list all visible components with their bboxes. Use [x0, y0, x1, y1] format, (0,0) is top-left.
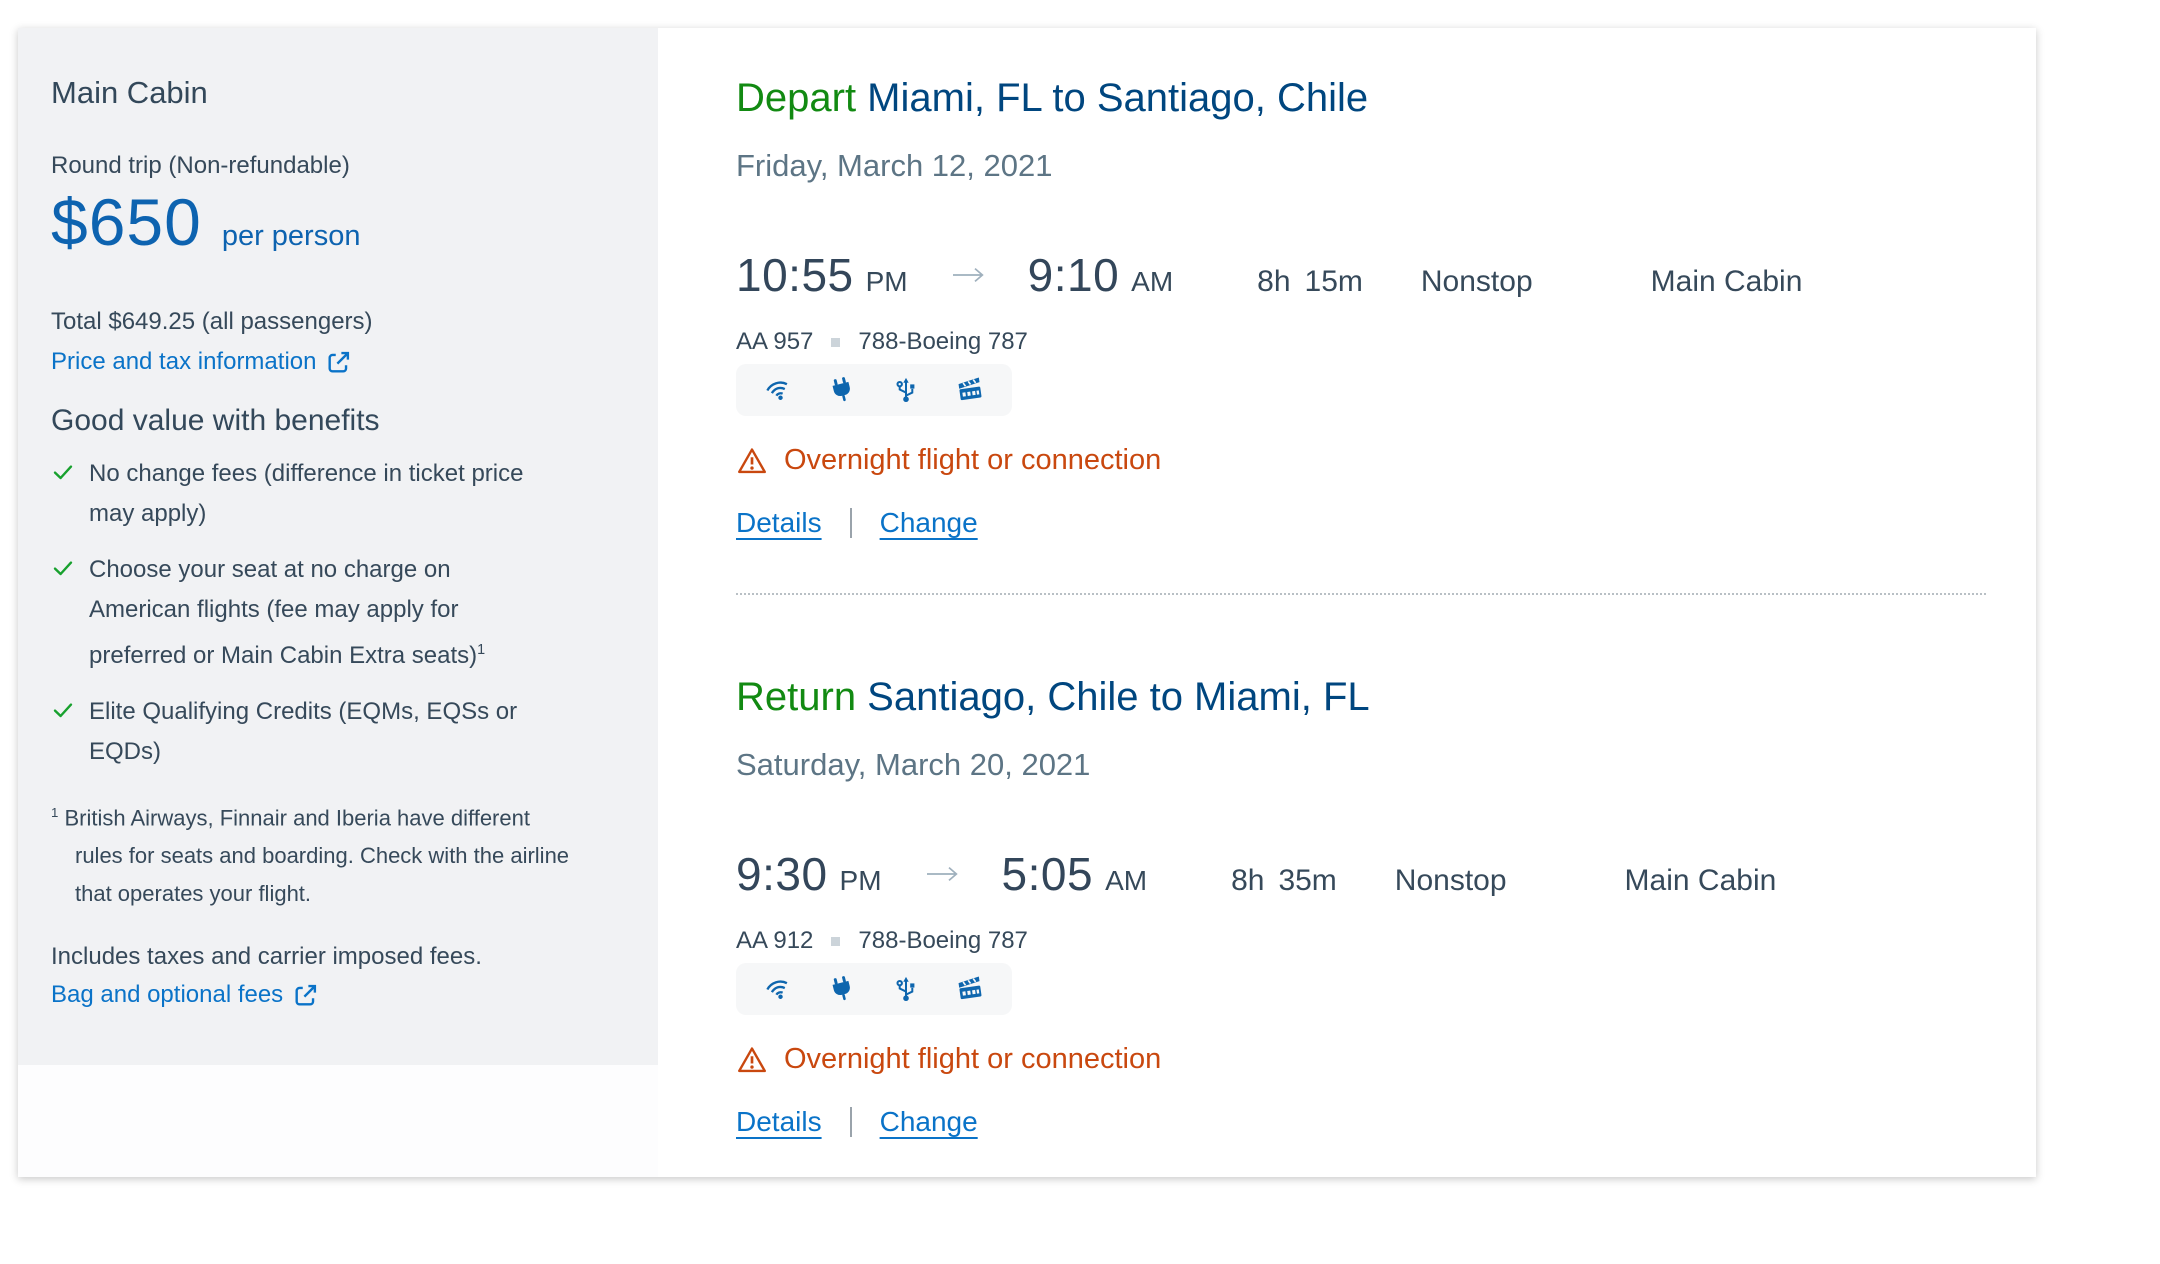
- cabin-label: Main Cabin: [1624, 864, 1777, 897]
- benefit-line: Choose your seat at no charge on: [89, 556, 451, 583]
- depart-time: 10:55: [736, 249, 854, 301]
- flight-number: AA 957: [736, 328, 814, 355]
- segment-date: Friday, March 12, 2021: [736, 148, 1053, 183]
- flight-info-row: AA 957 788-Boeing 787: [736, 328, 1986, 356]
- external-link-icon: [328, 351, 350, 373]
- cabin-label: Main Cabin: [1650, 265, 1803, 298]
- airline-footnote: 1 British Airways, Finnair and Iberia ha…: [51, 805, 570, 907]
- stops-label: Nonstop: [1394, 864, 1507, 897]
- usb-icon: [896, 376, 916, 404]
- price-row: $650 per person: [51, 182, 616, 262]
- itinerary-panel: Depart Miami, FL to Santiago, Chile Frid…: [658, 28, 2036, 1177]
- price-suffix: per person: [221, 220, 361, 252]
- benefit-item: No change fees (difference in ticket pri…: [51, 454, 616, 534]
- benefits-title: Good value with benefits: [51, 404, 380, 437]
- segment-route: Miami, FL to Santiago, Chile: [856, 76, 1369, 120]
- amenities-bar: [736, 963, 1012, 1015]
- warning-text: Overnight flight or connection: [784, 444, 1162, 476]
- change-link[interactable]: Change: [879, 1106, 978, 1137]
- segment-direction: Depart: [736, 76, 857, 120]
- bag-fees-link[interactable]: Bag and optional fees: [51, 981, 319, 1009]
- benefit-text: Choose your seat at no charge on America…: [89, 550, 485, 676]
- change-link[interactable]: Change: [879, 507, 978, 538]
- usb-icon: [896, 975, 916, 1003]
- flight-actions: Details Change: [736, 1106, 1986, 1138]
- flight-times-row: 10:55 PM 9:10 AM 8h 15m Nonstop Main Cab…: [736, 248, 1986, 302]
- check-icon: [51, 550, 89, 676]
- benefit-line: No change fees (difference in ticket pri…: [89, 460, 524, 487]
- segment-date: Saturday, March 20, 2021: [736, 747, 1091, 782]
- external-link-icon: [295, 985, 317, 1006]
- amenities-bar: [736, 364, 1012, 416]
- entertainment-icon: [957, 975, 983, 1001]
- arrow-right-icon: [950, 265, 986, 285]
- warning-text: Overnight flight or connection: [784, 1043, 1162, 1075]
- warning-icon: [737, 1046, 767, 1072]
- arrive-period: AM: [1131, 266, 1174, 297]
- segment-title: Return Santiago, Chile to Miami, FL: [736, 673, 1986, 721]
- arrive-time: 5:05: [1001, 848, 1094, 900]
- depart-period: PM: [839, 865, 882, 896]
- overnight-warning: Overnight flight or connection: [736, 1043, 1986, 1076]
- benefit-line: preferred or Main Cabin Extra seats)1: [89, 642, 486, 669]
- depart-period: PM: [865, 266, 908, 297]
- total-price-label: Total $649.25 (all passengers): [51, 308, 373, 335]
- benefit-item: Choose your seat at no charge on America…: [51, 550, 616, 676]
- bag-fees-link-label: Bag and optional fees: [51, 981, 284, 1009]
- fare-summary-card: Main Cabin Round trip (Non-refundable) $…: [18, 28, 2036, 1177]
- price-per-person: $650: [51, 185, 202, 259]
- flight-duration: 8h 35m: [1231, 864, 1337, 897]
- link-divider: [849, 1107, 852, 1137]
- separator-square: [831, 337, 841, 347]
- flight-number: AA 912: [736, 927, 814, 954]
- entertainment-icon: [957, 376, 983, 402]
- footnote-marker: 1: [51, 805, 59, 820]
- benefit-line: American flights (fee may apply for: [89, 596, 459, 623]
- details-link[interactable]: Details: [736, 1106, 822, 1137]
- stops-label: Nonstop: [1420, 265, 1533, 298]
- benefit-line: EQDs): [89, 738, 161, 765]
- benefit-item: Elite Qualifying Credits (EQMs, EQSs or …: [51, 692, 616, 772]
- segment-title: Depart Miami, FL to Santiago, Chile: [736, 74, 1986, 122]
- details-link[interactable]: Details: [736, 507, 822, 538]
- segment-divider: [736, 593, 1986, 595]
- return-section: Return Santiago, Chile to Miami, FL Satu…: [736, 673, 1986, 1138]
- segment-direction: Return: [736, 675, 857, 719]
- arrive-time: 9:10: [1027, 249, 1120, 301]
- flight-times-row: 9:30 PM 5:05 AM 8h 35m Nonstop Main Cabi…: [736, 847, 1986, 901]
- segment-route: Santiago, Chile to Miami, FL: [856, 675, 1370, 719]
- arrow-right-icon: [924, 864, 960, 884]
- flight-info-row: AA 912 788-Boeing 787: [736, 927, 1986, 955]
- aircraft-type: 788-Boeing 787: [858, 328, 1028, 355]
- separator-square: [831, 936, 841, 946]
- depart-section: Depart Miami, FL to Santiago, Chile Frid…: [736, 74, 1986, 539]
- cabin-title: Main Cabin: [51, 75, 208, 110]
- check-icon: [51, 692, 89, 772]
- benefit-text: No change fees (difference in ticket pri…: [89, 454, 523, 534]
- arrive-period: AM: [1105, 865, 1148, 896]
- depart-time: 9:30: [736, 848, 828, 900]
- warning-icon: [737, 447, 767, 473]
- wifi-icon: [764, 978, 792, 1003]
- flight-duration: 8h 15m: [1257, 265, 1363, 298]
- link-divider: [849, 508, 852, 538]
- fare-sidebar: Main Cabin Round trip (Non-refundable) $…: [18, 28, 658, 1177]
- price-tax-link-label: Price and tax information: [51, 348, 317, 375]
- check-icon: [51, 454, 89, 534]
- power-icon: [831, 975, 853, 1003]
- includes-taxes-label: Includes taxes and carrier imposed fees.: [51, 943, 482, 971]
- overnight-warning: Overnight flight or connection: [736, 444, 1986, 477]
- wifi-icon: [764, 379, 792, 404]
- flight-actions: Details Change: [736, 507, 1986, 539]
- benefit-text: Elite Qualifying Credits (EQMs, EQSs or …: [89, 692, 517, 772]
- power-icon: [831, 376, 853, 404]
- benefit-line: may apply): [89, 500, 207, 527]
- footnote-marker: 1: [477, 642, 486, 658]
- aircraft-type: 788-Boeing 787: [858, 927, 1028, 954]
- price-tax-link[interactable]: Price and tax information: [51, 348, 352, 376]
- fare-type-label: Round trip (Non-refundable): [51, 152, 350, 179]
- benefit-line: Elite Qualifying Credits (EQMs, EQSs or: [89, 698, 518, 725]
